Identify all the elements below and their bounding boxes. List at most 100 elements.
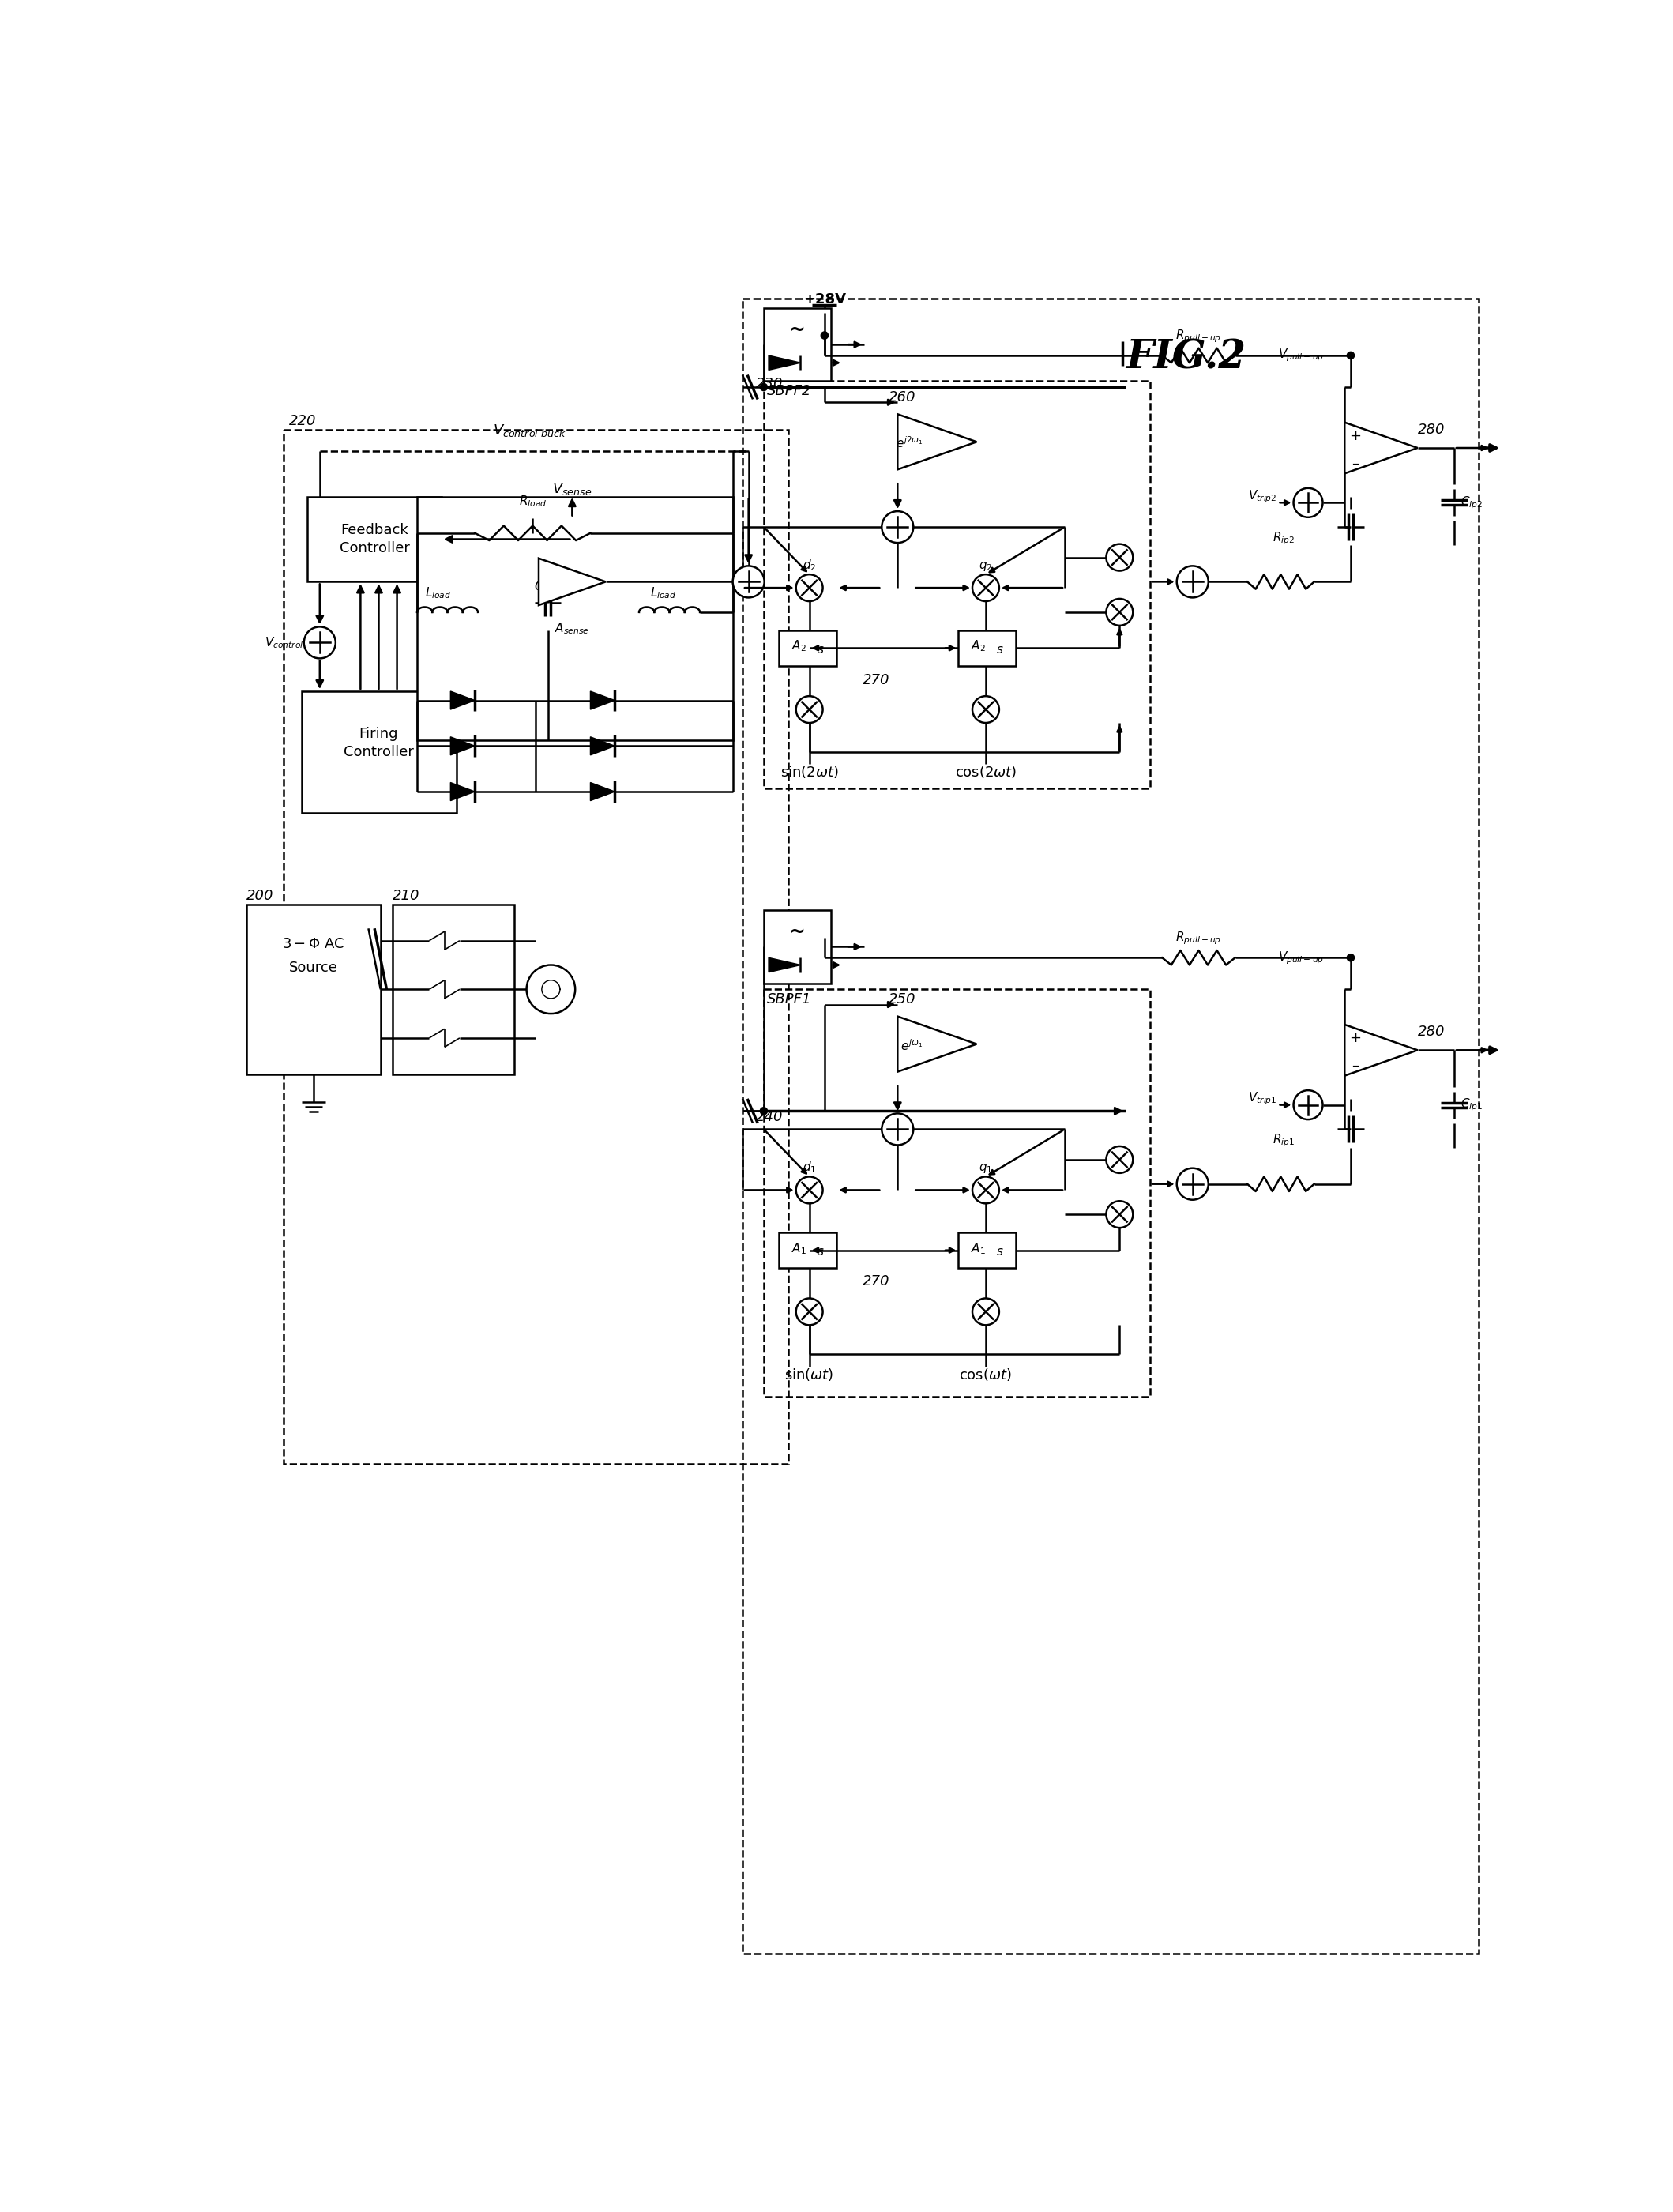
Text: $L_{load}$: $L_{load}$ (425, 586, 452, 599)
Text: 280: 280 (1417, 422, 1445, 436)
Polygon shape (539, 557, 606, 606)
Text: $s$: $s$ (995, 644, 1004, 655)
Text: $s$: $s$ (816, 644, 825, 655)
Text: +: + (1348, 1031, 1360, 1044)
Circle shape (1106, 1201, 1133, 1228)
Bar (393, 905, 514, 1075)
Circle shape (760, 1108, 768, 1115)
Text: $R_{ip2}$: $R_{ip2}$ (1273, 531, 1295, 546)
Polygon shape (450, 690, 475, 710)
Text: +28V: +28V (803, 292, 847, 307)
Bar (765, 989, 1149, 1398)
Bar (246, 905, 380, 1075)
Text: 270: 270 (863, 1274, 890, 1287)
Circle shape (1347, 352, 1355, 358)
Text: ~: ~ (790, 922, 805, 942)
Circle shape (527, 964, 576, 1013)
Circle shape (882, 511, 913, 542)
Text: $d_1$: $d_1$ (803, 1159, 816, 1175)
Text: $d_2$: $d_2$ (803, 557, 816, 573)
Text: $V_{pull-up}$: $V_{pull-up}$ (1278, 949, 1323, 967)
Circle shape (1293, 1091, 1323, 1119)
Text: $R_{pull-up}$: $R_{pull-up}$ (1176, 931, 1221, 947)
Bar (959, 630, 1016, 666)
Polygon shape (450, 783, 475, 801)
Text: $R_{load}$: $R_{load}$ (519, 493, 547, 509)
Text: $q_1$: $q_1$ (979, 1161, 992, 1175)
Text: 270: 270 (863, 672, 890, 688)
Text: $V_{control\ buck}$: $V_{control\ buck}$ (494, 422, 565, 438)
Circle shape (796, 697, 823, 723)
Text: $s$: $s$ (816, 1245, 825, 1259)
Text: $R_{ip1}$: $R_{ip1}$ (1273, 1133, 1295, 1148)
Bar (283, 429, 788, 1464)
Bar (765, 911, 831, 982)
Text: $3-\Phi$ AC: $3-\Phi$ AC (283, 936, 345, 951)
Bar (959, 1232, 1016, 1267)
Circle shape (733, 566, 765, 597)
Circle shape (972, 575, 999, 602)
Circle shape (1106, 599, 1133, 626)
Bar (765, 380, 1149, 790)
Polygon shape (450, 737, 475, 754)
Text: $\sin(\omega t)$: $\sin(\omega t)$ (785, 1367, 835, 1382)
Text: FIG.2: FIG.2 (1126, 338, 1246, 376)
Text: 200: 200 (246, 889, 274, 902)
Text: $V_{trip1}$: $V_{trip1}$ (1248, 1091, 1276, 1106)
Bar (765, 307, 831, 380)
Text: $V_{control}$: $V_{control}$ (264, 635, 304, 650)
Text: $C_{load}$: $C_{load}$ (534, 580, 562, 595)
Polygon shape (768, 356, 801, 369)
Text: $L_{load}$: $L_{load}$ (651, 586, 676, 599)
Circle shape (796, 575, 823, 602)
Text: ~: ~ (790, 321, 805, 338)
Text: Controller: Controller (340, 542, 410, 555)
Text: $\cos(2\omega t)$: $\cos(2\omega t)$ (955, 765, 1017, 781)
Polygon shape (591, 737, 614, 754)
Polygon shape (1345, 422, 1417, 473)
Text: SBPF1: SBPF1 (766, 993, 811, 1006)
Text: $\cos(\omega t)$: $\cos(\omega t)$ (959, 1367, 1012, 1382)
Bar (417, 495, 733, 739)
Text: 230: 230 (756, 376, 783, 392)
Circle shape (796, 1298, 823, 1325)
Circle shape (1106, 544, 1133, 571)
Text: $R_{pull-up}$: $R_{pull-up}$ (1176, 327, 1221, 345)
Text: Firing: Firing (360, 728, 398, 741)
Polygon shape (897, 414, 977, 469)
Text: –: – (1352, 1057, 1358, 1073)
Text: $A_1$: $A_1$ (970, 1241, 985, 1256)
Text: $V_{pull-up}$: $V_{pull-up}$ (1278, 347, 1323, 363)
Text: $q_2$: $q_2$ (979, 560, 992, 573)
Bar (780, 1232, 836, 1267)
Polygon shape (1345, 1024, 1417, 1075)
Circle shape (1106, 1146, 1133, 1172)
Bar (743, 299, 1479, 1953)
Circle shape (1176, 1168, 1208, 1199)
Text: 260: 260 (888, 389, 915, 405)
Text: –: – (1352, 456, 1358, 471)
Text: $e^{j2\omega_1}$: $e^{j2\omega_1}$ (897, 436, 923, 451)
Circle shape (1293, 489, 1323, 518)
Circle shape (882, 1113, 913, 1146)
Circle shape (304, 626, 336, 659)
Text: $V_{trip2}$: $V_{trip2}$ (1248, 489, 1276, 504)
Text: Feedback: Feedback (341, 522, 408, 538)
Circle shape (972, 697, 999, 723)
Text: $A_{sense}$: $A_{sense}$ (555, 622, 589, 637)
Circle shape (972, 1177, 999, 1203)
Circle shape (760, 383, 768, 392)
Text: +: + (1348, 429, 1360, 442)
Text: 280: 280 (1417, 1024, 1445, 1040)
Bar (301, 690, 457, 814)
Text: Controller: Controller (343, 745, 413, 759)
Text: $V_{sense}$: $V_{sense}$ (552, 480, 592, 495)
Text: SBPF2: SBPF2 (766, 385, 811, 398)
Text: Source: Source (289, 960, 338, 975)
Text: 220: 220 (289, 414, 316, 429)
Polygon shape (591, 783, 614, 801)
Circle shape (796, 1177, 823, 1203)
Text: $C_{lp2}$: $C_{lp2}$ (1461, 495, 1482, 511)
Circle shape (821, 332, 828, 338)
Text: $A_2$: $A_2$ (970, 639, 985, 655)
